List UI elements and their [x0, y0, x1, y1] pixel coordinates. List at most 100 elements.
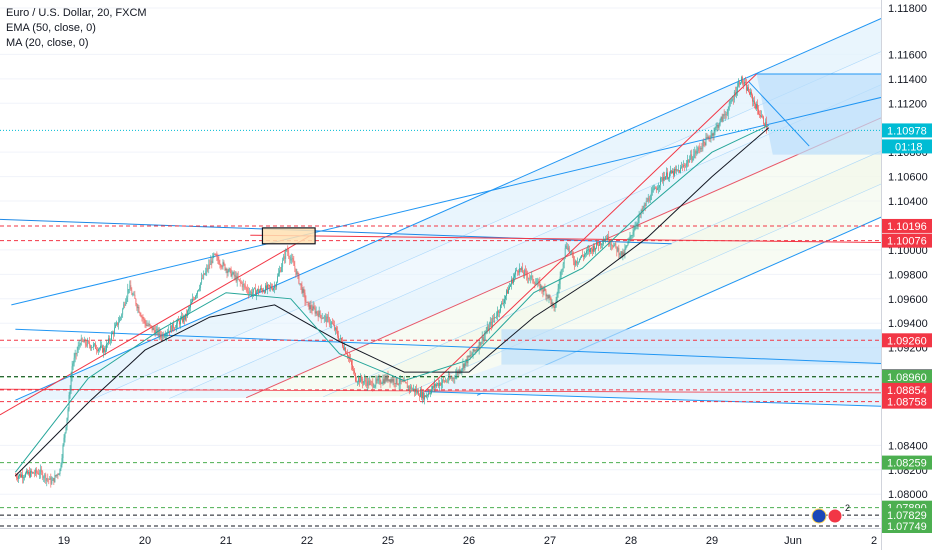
candle-body: [36, 469, 38, 473]
candle-body: [65, 427, 67, 433]
legend-ma[interactable]: MA (20, close, 0): [6, 37, 89, 49]
candle-body: [236, 276, 238, 282]
y-tick-label: 1.11600: [888, 49, 927, 61]
candle-body: [70, 376, 72, 391]
candle-body: [419, 395, 420, 397]
candle-body: [604, 240, 606, 242]
candle-body: [303, 289, 305, 293]
candle-body: [231, 273, 233, 277]
candle-body: [382, 379, 384, 384]
candle-body: [255, 288, 256, 295]
candle-body: [263, 291, 264, 292]
candle-body: [368, 380, 370, 385]
y-tick-label: 1.11200: [888, 98, 927, 110]
candle-body: [337, 330, 338, 336]
candle-body: [500, 304, 501, 312]
candle-body: [64, 432, 66, 438]
candle-body: [634, 226, 636, 231]
candle-body: [75, 353, 77, 355]
price-label-bg: [882, 123, 932, 138]
legend-symbol[interactable]: Euro / U.S. Dollar, 20, FXCM: [6, 7, 147, 19]
candle-body: [750, 91, 751, 95]
candle-body: [268, 284, 269, 286]
candle-body: [697, 147, 699, 151]
candle-body: [320, 315, 322, 319]
candle-body: [425, 395, 426, 397]
candle-body: [466, 359, 468, 364]
candle-body: [90, 347, 92, 349]
candle-body: [232, 272, 234, 274]
candle-body: [623, 252, 625, 255]
candle-body: [298, 273, 300, 284]
candle-body: [217, 256, 219, 261]
candle-body: [355, 373, 356, 382]
ema-line: [15, 127, 770, 477]
candle-body: [725, 114, 727, 115]
candle-body: [641, 209, 643, 212]
candle-body: [189, 307, 190, 309]
candle-body: [283, 256, 285, 261]
candle-body: [471, 354, 473, 356]
candle-body: [711, 133, 713, 136]
candle-body: [277, 276, 278, 283]
candle-body: [715, 126, 717, 128]
candle-body: [459, 369, 461, 373]
candle-body: [507, 290, 508, 294]
candle-body: [214, 253, 216, 255]
red-trendline-2: [424, 73, 757, 392]
candle-body: [260, 288, 261, 291]
candle-body: [722, 114, 724, 122]
candle-body: [53, 478, 55, 483]
candle-body: [113, 332, 114, 335]
candle-body: [143, 318, 145, 320]
candle-body: [766, 121, 768, 129]
candle-body: [380, 383, 382, 385]
candle-body: [348, 356, 349, 357]
candle-body: [173, 323, 174, 329]
candle-body: [741, 77, 742, 83]
candle-body: [171, 323, 173, 332]
candle-body: [108, 338, 109, 344]
candle-body: [412, 388, 414, 390]
candle-body: [611, 243, 613, 246]
candle-body: [506, 290, 507, 296]
candle-body: [329, 324, 331, 325]
candle-body: [409, 386, 411, 390]
candle-body: [257, 288, 258, 292]
candle-body: [387, 375, 389, 381]
candle-body: [371, 381, 373, 383]
candle-body: [322, 318, 324, 319]
candle-body: [344, 347, 345, 350]
candle-body: [93, 344, 94, 348]
candle-body: [461, 368, 463, 371]
candle-body: [547, 295, 549, 299]
candle-body: [140, 314, 142, 317]
candle-body: [379, 378, 381, 384]
candle-body: [222, 262, 224, 267]
candle-body: [141, 316, 143, 318]
candle-body: [522, 267, 524, 273]
candle-body: [713, 132, 715, 136]
candle-body: [517, 270, 518, 272]
candle-body: [153, 327, 155, 331]
candle-body: [742, 77, 743, 84]
candle-body: [624, 248, 626, 255]
candle-body: [327, 316, 329, 319]
candle-body: [703, 140, 705, 143]
candle-body: [692, 158, 694, 161]
candle-body: [198, 289, 200, 291]
candle-body: [429, 393, 430, 394]
candle-body: [126, 297, 128, 302]
candle-body: [452, 377, 454, 379]
rising-trendline: [11, 96, 881, 306]
candle-body: [60, 465, 62, 469]
candle-body: [112, 332, 113, 334]
candle-body: [567, 247, 569, 250]
candle-body: [478, 341, 480, 350]
candle-body: [24, 476, 25, 478]
candle-body: [72, 363, 74, 367]
candle-body: [749, 91, 750, 95]
legend-ema[interactable]: EMA (50, close, 0): [6, 22, 96, 34]
